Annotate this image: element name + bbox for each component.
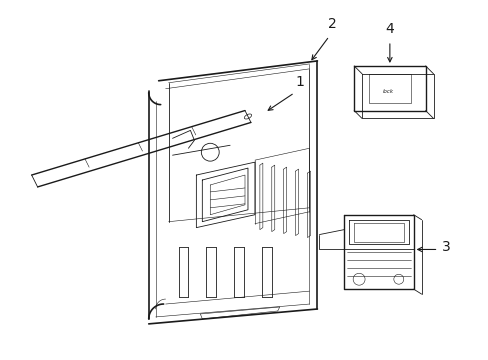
Text: 3: 3	[441, 240, 449, 255]
Text: 2: 2	[327, 17, 336, 31]
Text: 1: 1	[295, 75, 304, 89]
Text: 4: 4	[385, 22, 393, 36]
Text: lock: lock	[382, 89, 392, 94]
